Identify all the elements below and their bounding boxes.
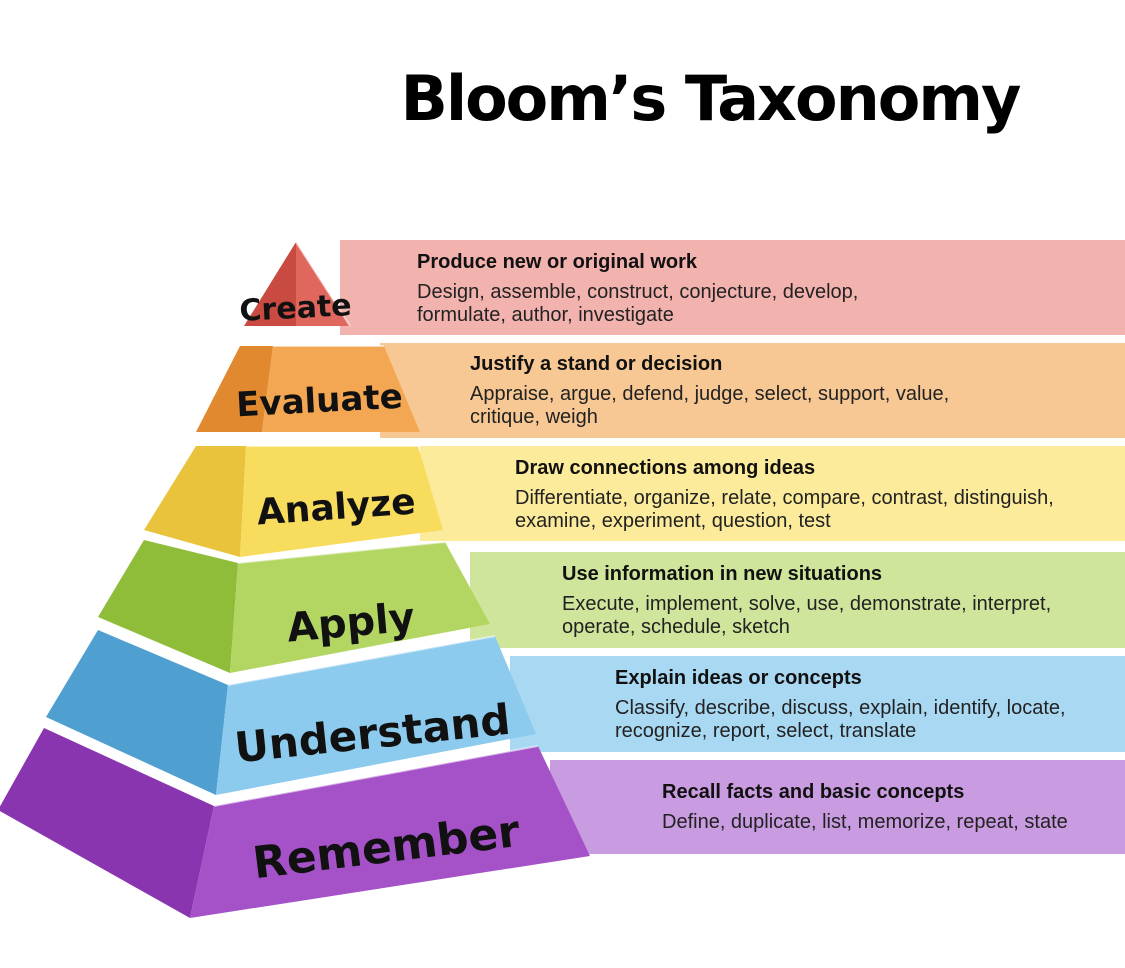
band-heading-evaluate: Justify a stand or decision — [470, 353, 722, 375]
pyramid-front-evaluate — [262, 346, 420, 432]
pyramid-front-apply — [230, 542, 490, 673]
band-detail-create: Design, assemble, construct, conjecture,… — [417, 281, 858, 303]
pyramid-side-evaluate — [196, 346, 273, 432]
band-understand — [510, 656, 1125, 752]
band-remember — [550, 760, 1125, 854]
band-detail-apply: operate, schedule, sketch — [562, 616, 790, 638]
band-analyze — [420, 446, 1125, 541]
band-detail-apply: Execute, implement, solve, use, demonstr… — [562, 593, 1051, 615]
pyramid-front-remember — [190, 746, 590, 918]
band-detail-understand: recognize, report, select, translate — [615, 720, 916, 742]
level-evaluate: Evaluate Justify a stand or decision Appra… — [196, 343, 1125, 438]
pyramid-side-analyze — [144, 446, 246, 557]
band-detail-understand: Classify, describe, discuss, explain, id… — [615, 697, 1066, 719]
band-evaluate — [380, 343, 1125, 438]
band-detail-remember: Define, duplicate, list, memorize, repea… — [662, 811, 1068, 833]
pyramid-edge-remember — [213, 745, 539, 807]
level-apply: Apply Use information in new situations Ex… — [98, 540, 1125, 673]
band-heading-create: Produce new or original work — [417, 251, 698, 273]
band-heading-remember: Recall facts and basic concepts — [662, 781, 964, 803]
pyramid-edge-create — [295, 241, 351, 327]
pyramid-front-analyze — [240, 446, 443, 557]
pyramid-side-remember — [0, 728, 214, 918]
pyramid: Create Produce new or original work Design… — [0, 240, 1125, 918]
band-heading-understand: Explain ideas or concepts — [615, 667, 862, 689]
pyramid-edge-apply — [237, 541, 446, 564]
level-create: Create Produce new or original work Design… — [239, 240, 1125, 335]
level-label-apply: Apply — [285, 595, 417, 652]
band-detail-evaluate: critique, weigh — [470, 406, 598, 428]
level-label-evaluate: Evaluate — [235, 377, 403, 426]
pyramid-edge-understand — [227, 635, 496, 686]
pyramid-side-create — [244, 242, 296, 326]
level-label-create: Create — [239, 288, 353, 329]
pyramid-side-understand — [46, 630, 228, 795]
band-create — [340, 240, 1125, 335]
band-detail-analyze: examine, experiment, question, test — [515, 510, 831, 532]
band-detail-create: formulate, author, investigate — [417, 304, 674, 326]
pyramid-side-apply — [98, 540, 238, 673]
band-detail-evaluate: Appraise, argue, defend, judge, select, … — [470, 383, 949, 405]
band-detail-analyze: Differentiate, organize, relate, compare… — [515, 487, 1054, 509]
band-heading-apply: Use information in new situations — [562, 563, 882, 585]
band-heading-analyze: Draw connections among ideas — [515, 457, 815, 479]
band-apply — [470, 552, 1125, 648]
pyramid-front-understand — [216, 636, 536, 795]
diagram-title: Bloom’s Taxonomy — [401, 62, 1021, 135]
